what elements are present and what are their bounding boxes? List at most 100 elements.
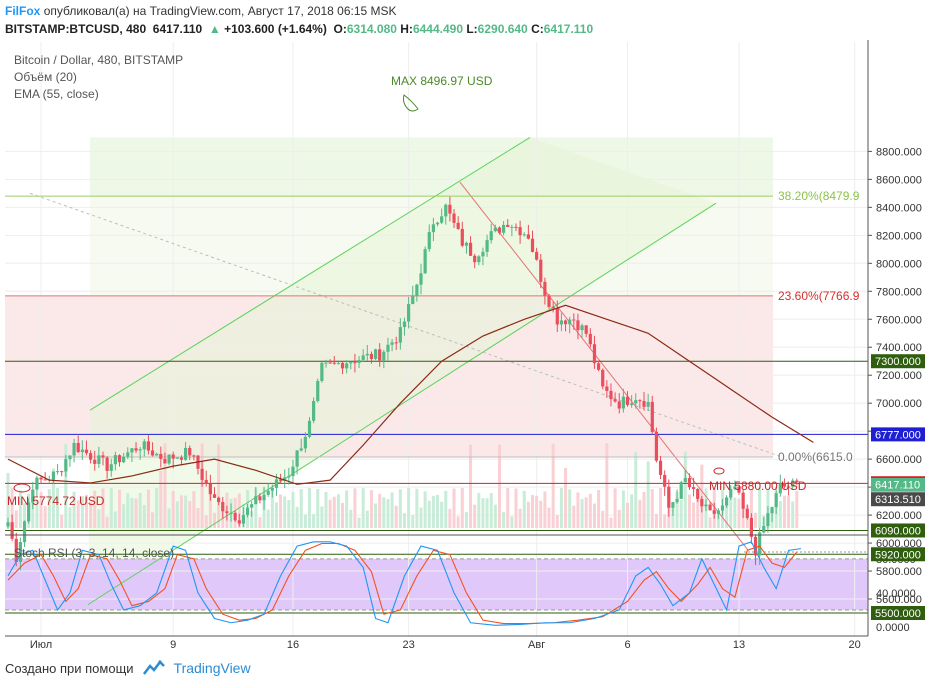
candle-body (402, 321, 407, 328)
candle-body (167, 454, 171, 464)
candle-body (444, 204, 448, 217)
candle-body (386, 344, 390, 352)
candle-body (650, 401, 654, 432)
candle-body (274, 479, 279, 488)
candle-body (394, 342, 398, 344)
candle-body (485, 240, 489, 252)
x-tick-label: 23 (402, 639, 414, 651)
candle-body (522, 234, 526, 236)
volume-bar (204, 515, 208, 528)
legend-volume: Объём (20) (14, 70, 77, 84)
volume-bar (328, 499, 332, 528)
candle-body (22, 521, 27, 543)
candle-body (654, 431, 659, 461)
candle-body (778, 483, 782, 494)
volume-bar (80, 496, 84, 528)
candle-body (233, 512, 237, 521)
volume-bar (184, 495, 188, 528)
candle-body (369, 353, 374, 359)
footer: Создано при помощи TradingView (5, 660, 251, 676)
volume-bar (543, 491, 547, 528)
candle-body (126, 452, 130, 457)
stoch-d-line (7, 542, 798, 625)
candle-body (712, 510, 716, 514)
volume-bar (394, 505, 398, 528)
price-tag-label: 7300.000 (875, 356, 921, 368)
candle-body (64, 459, 68, 472)
volume-bar (254, 488, 258, 528)
x-tick-label: Июл (30, 639, 52, 651)
candle-body (299, 448, 303, 451)
candle-body (679, 482, 683, 499)
volume-bar (431, 495, 435, 528)
tradingview-link[interactable]: TradingView (173, 660, 251, 676)
candle-body (493, 227, 497, 232)
candle-body (407, 304, 411, 322)
volume-bar (749, 489, 753, 528)
volume-bar (76, 500, 80, 528)
y-tick-label: 5800.000 (876, 566, 922, 578)
min2-marker-icon (713, 467, 725, 475)
volume-bar (208, 488, 212, 528)
volume-bar (43, 506, 47, 528)
candle-body (489, 231, 493, 241)
open-label: O: (333, 22, 347, 36)
price-tag-label: 5920.000 (875, 549, 921, 561)
volume-bar (283, 496, 287, 528)
volume-bar (109, 488, 113, 528)
candle-body (117, 455, 122, 463)
price-tag (871, 427, 925, 442)
y-tick-label: 8400.000 (876, 202, 922, 214)
chart[interactable]: 5600.0005800.0006000.0006200.0006400.000… (0, 40, 939, 654)
candle-body (683, 478, 687, 483)
volume-bar (456, 516, 460, 528)
volume-bar (155, 488, 159, 528)
candle-body (109, 464, 113, 471)
fib-236-label: 23.60%(7766.9 (778, 289, 860, 303)
volume-bar (303, 514, 307, 528)
candle-body (687, 478, 692, 488)
volume-bar (708, 517, 712, 528)
volume-bar (497, 444, 501, 528)
candle-body (704, 504, 708, 507)
volume-bar (485, 498, 489, 528)
stoch-k-line (7, 541, 802, 626)
volume-bar (605, 443, 609, 528)
candle-body (675, 498, 679, 503)
volume-bar (68, 507, 72, 528)
volume-bar (357, 517, 361, 528)
published-text: опубликовал(а) на TradingView.com, Авгус… (43, 4, 397, 18)
volume-bar (514, 488, 518, 528)
volume-bar (518, 508, 522, 528)
candle-body (468, 242, 473, 256)
candle-body (60, 471, 64, 473)
volume-bar (312, 513, 316, 528)
volume-bar (23, 503, 27, 528)
x-tick-label: 6 (624, 639, 630, 651)
candle-body (526, 234, 530, 239)
volume-bar (576, 492, 580, 528)
volume-bar (407, 488, 411, 528)
volume-bar (217, 444, 221, 528)
candle-body (514, 226, 518, 228)
volume-bar (72, 491, 76, 528)
candle-body (146, 441, 151, 451)
min2-annotation: MIN 5880.00 USD (709, 479, 807, 493)
candle-body (749, 517, 753, 537)
candle-body (559, 320, 564, 325)
candle-body (76, 442, 80, 453)
candle-body (530, 238, 535, 252)
high-label: H: (400, 22, 413, 36)
downtrend-line (459, 181, 749, 551)
price-tag (871, 547, 925, 562)
volume-bar (427, 500, 431, 528)
candle-body (708, 504, 712, 511)
candle-body (105, 457, 109, 471)
candle-body (217, 497, 221, 502)
candle-body (295, 450, 299, 467)
candle-body (188, 447, 192, 456)
publisher-name[interactable]: FilFox (5, 4, 41, 18)
candle-body (31, 489, 35, 503)
stoch-tick-label: 0.0000 (876, 622, 910, 634)
candle-body (617, 401, 621, 409)
